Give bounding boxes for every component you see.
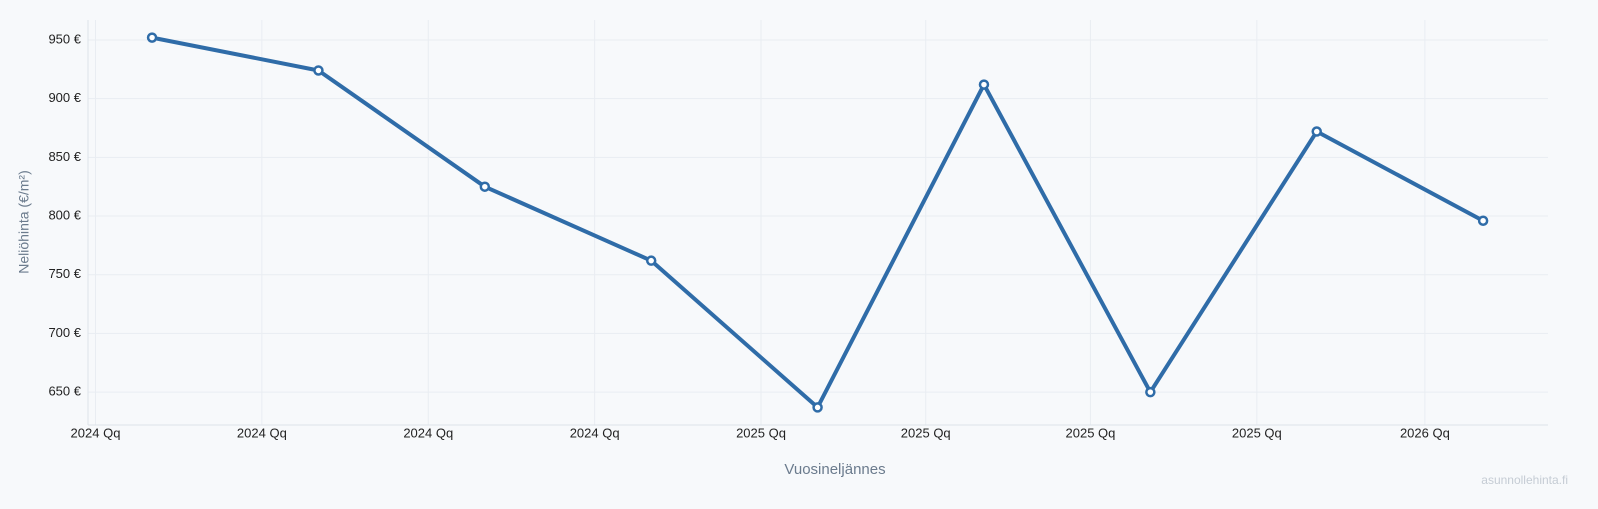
point bbox=[146, 32, 158, 43]
x-tick-label: 2026 Qq bbox=[1400, 425, 1450, 440]
point bbox=[1145, 386, 1156, 398]
x-tick-label: 2024 Qq bbox=[403, 425, 453, 440]
x-tick-label: 2025 Qq bbox=[736, 425, 786, 440]
x-tick-label: 2025 Qq bbox=[1232, 425, 1282, 440]
y-axis-title: Neliöhinta (€/m²) bbox=[16, 170, 32, 273]
y-tick-label: 850 € bbox=[48, 149, 81, 164]
point bbox=[1311, 126, 1322, 137]
x-tick-label: 2025 Qq bbox=[901, 425, 951, 440]
point bbox=[1477, 215, 1489, 226]
y-tick-label: 900 € bbox=[48, 90, 81, 105]
point bbox=[978, 79, 990, 90]
x-tick-label: 2024 Qq bbox=[71, 425, 121, 440]
x-tick-label: 2024 Qq bbox=[570, 425, 620, 440]
y-tick-label: 650 € bbox=[48, 384, 81, 399]
x-tick-label: 2024 Qq bbox=[237, 425, 287, 440]
x-axis-title: Vuosineljännes bbox=[784, 461, 885, 478]
y-tick-label: 950 € bbox=[48, 31, 81, 46]
point bbox=[313, 65, 324, 76]
y-tick-label: 700 € bbox=[48, 325, 81, 340]
point bbox=[645, 255, 657, 266]
point bbox=[812, 402, 823, 413]
y-tick-label: 800 € bbox=[48, 207, 81, 222]
watermark: asunnollehinta.fi bbox=[1481, 473, 1568, 487]
point bbox=[479, 181, 491, 192]
y-tick-label: 750 € bbox=[48, 266, 81, 281]
x-tick-label: 2025 Qq bbox=[1066, 425, 1116, 440]
